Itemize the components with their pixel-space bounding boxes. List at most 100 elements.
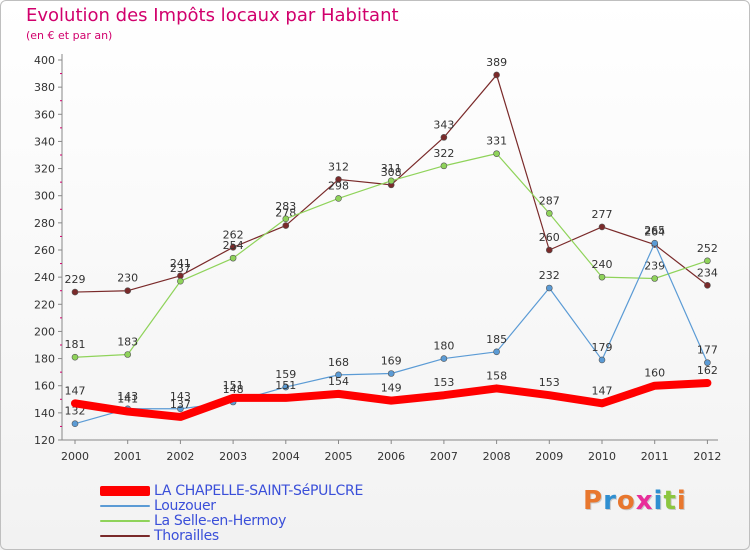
x-tick-label: 2002: [166, 450, 194, 463]
data-point: [545, 210, 553, 217]
data-point: [177, 405, 184, 413]
data-label: 143: [117, 390, 138, 403]
x-tick-label: 2007: [430, 450, 458, 463]
data-label: 262: [223, 228, 244, 241]
data-point: [704, 257, 711, 265]
data-label: 252: [697, 242, 718, 255]
data-point: [229, 254, 237, 262]
data-point: [387, 370, 395, 377]
data-label: 154: [328, 375, 349, 388]
data-label: 308: [381, 166, 402, 179]
y-tick-label: 280: [34, 217, 55, 230]
data-point: [598, 223, 606, 231]
data-label: 148: [223, 383, 244, 396]
data-point: [387, 177, 395, 185]
legend-item: Thorailles: [100, 528, 400, 544]
data-label: 254: [223, 239, 244, 252]
y-tick-label: 180: [34, 353, 55, 366]
legend-swatch: [100, 486, 150, 496]
legend-label: La Selle-en-Hermoy: [154, 513, 287, 529]
data-label: 260: [539, 231, 560, 244]
data-point: [493, 348, 500, 356]
chart-subtitle: (en € et par an): [26, 29, 113, 42]
x-tick-label: 2006: [377, 450, 405, 463]
legend: LA CHAPELLE-SAINT-SéPULCRE Louzouer La S…: [100, 483, 400, 544]
data-label: 277: [592, 208, 613, 221]
y-tick-label: 120: [34, 434, 55, 447]
data-label: 162: [697, 364, 718, 377]
data-label: 153: [539, 376, 560, 389]
y-tick-label: 260: [34, 244, 55, 257]
y-tick-label: 140: [34, 407, 55, 420]
data-label: 151: [223, 379, 244, 392]
data-label: 147: [592, 384, 613, 397]
data-label: 322: [433, 147, 454, 160]
x-tick-label: 2003: [219, 450, 247, 463]
y-tick-label: 200: [34, 325, 55, 338]
data-label: 240: [592, 258, 613, 271]
legend-swatch: [100, 520, 150, 522]
data-point: [651, 275, 659, 282]
data-label: 177: [697, 344, 718, 357]
data-label: 147: [65, 384, 86, 397]
data-label: 343: [433, 118, 454, 131]
data-label: 149: [381, 382, 402, 395]
data-label: 137: [170, 398, 191, 411]
data-label: 237: [170, 262, 191, 275]
data-label: 311: [381, 162, 402, 175]
legend-item: Louzouer: [100, 498, 400, 514]
data-label: 151: [275, 379, 296, 392]
data-point: [282, 383, 290, 391]
legend-swatch: [100, 535, 150, 537]
series-2: 181 183 237 254 283 298 311 322 331 287 240 239 252: [65, 135, 718, 361]
data-label: 239: [644, 260, 665, 273]
data-label: 169: [381, 355, 402, 368]
data-label: 143: [170, 390, 191, 403]
data-label: 168: [328, 356, 349, 369]
data-label: 264: [644, 226, 665, 239]
data-label: 241: [170, 257, 191, 270]
y-tick-label: 380: [34, 81, 55, 94]
data-point: [71, 353, 79, 361]
x-tick-label: 2005: [325, 450, 353, 463]
data-label: 159: [275, 368, 296, 381]
x-tick-label: 2012: [693, 450, 721, 463]
data-point: [704, 359, 711, 366]
chart-title: Evolution des Impôts locaux par Habitant: [26, 5, 399, 26]
data-label: 230: [117, 272, 138, 285]
data-label: 141: [117, 393, 138, 406]
x-tick-label: 2010: [588, 450, 616, 463]
data-label: 312: [328, 160, 349, 173]
data-label: 283: [275, 200, 296, 213]
x-tick-label: 2011: [641, 450, 669, 463]
legend-label: LA CHAPELLE-SAINT-SéPULCRE: [154, 483, 363, 499]
y-tick-label: 220: [34, 298, 55, 311]
data-label: 234: [697, 266, 718, 279]
data-point: [440, 134, 448, 141]
y-tick-label: 360: [34, 108, 55, 121]
x-tick-label: 2000: [61, 450, 89, 463]
data-point: [124, 351, 131, 358]
x-tick-label: 2004: [272, 450, 300, 463]
data-label: 287: [539, 194, 560, 207]
data-label: 389: [486, 56, 507, 69]
x-tick-label: 2008: [483, 450, 511, 463]
data-point: [335, 371, 342, 379]
data-label: 180: [433, 340, 454, 353]
data-point: [440, 355, 448, 362]
legend-label: Thorailles: [154, 528, 219, 544]
data-label: 331: [486, 135, 507, 148]
x-tick-label: 2009: [535, 450, 563, 463]
data-point: [493, 150, 500, 157]
data-point: [282, 222, 290, 229]
data-point: [545, 246, 553, 254]
data-label: 265: [644, 224, 665, 237]
data-label: 158: [486, 369, 507, 382]
data-point: [440, 162, 448, 170]
data-label: 183: [117, 336, 138, 349]
legend-label: Louzouer: [154, 498, 216, 514]
legend-swatch: [100, 505, 150, 507]
